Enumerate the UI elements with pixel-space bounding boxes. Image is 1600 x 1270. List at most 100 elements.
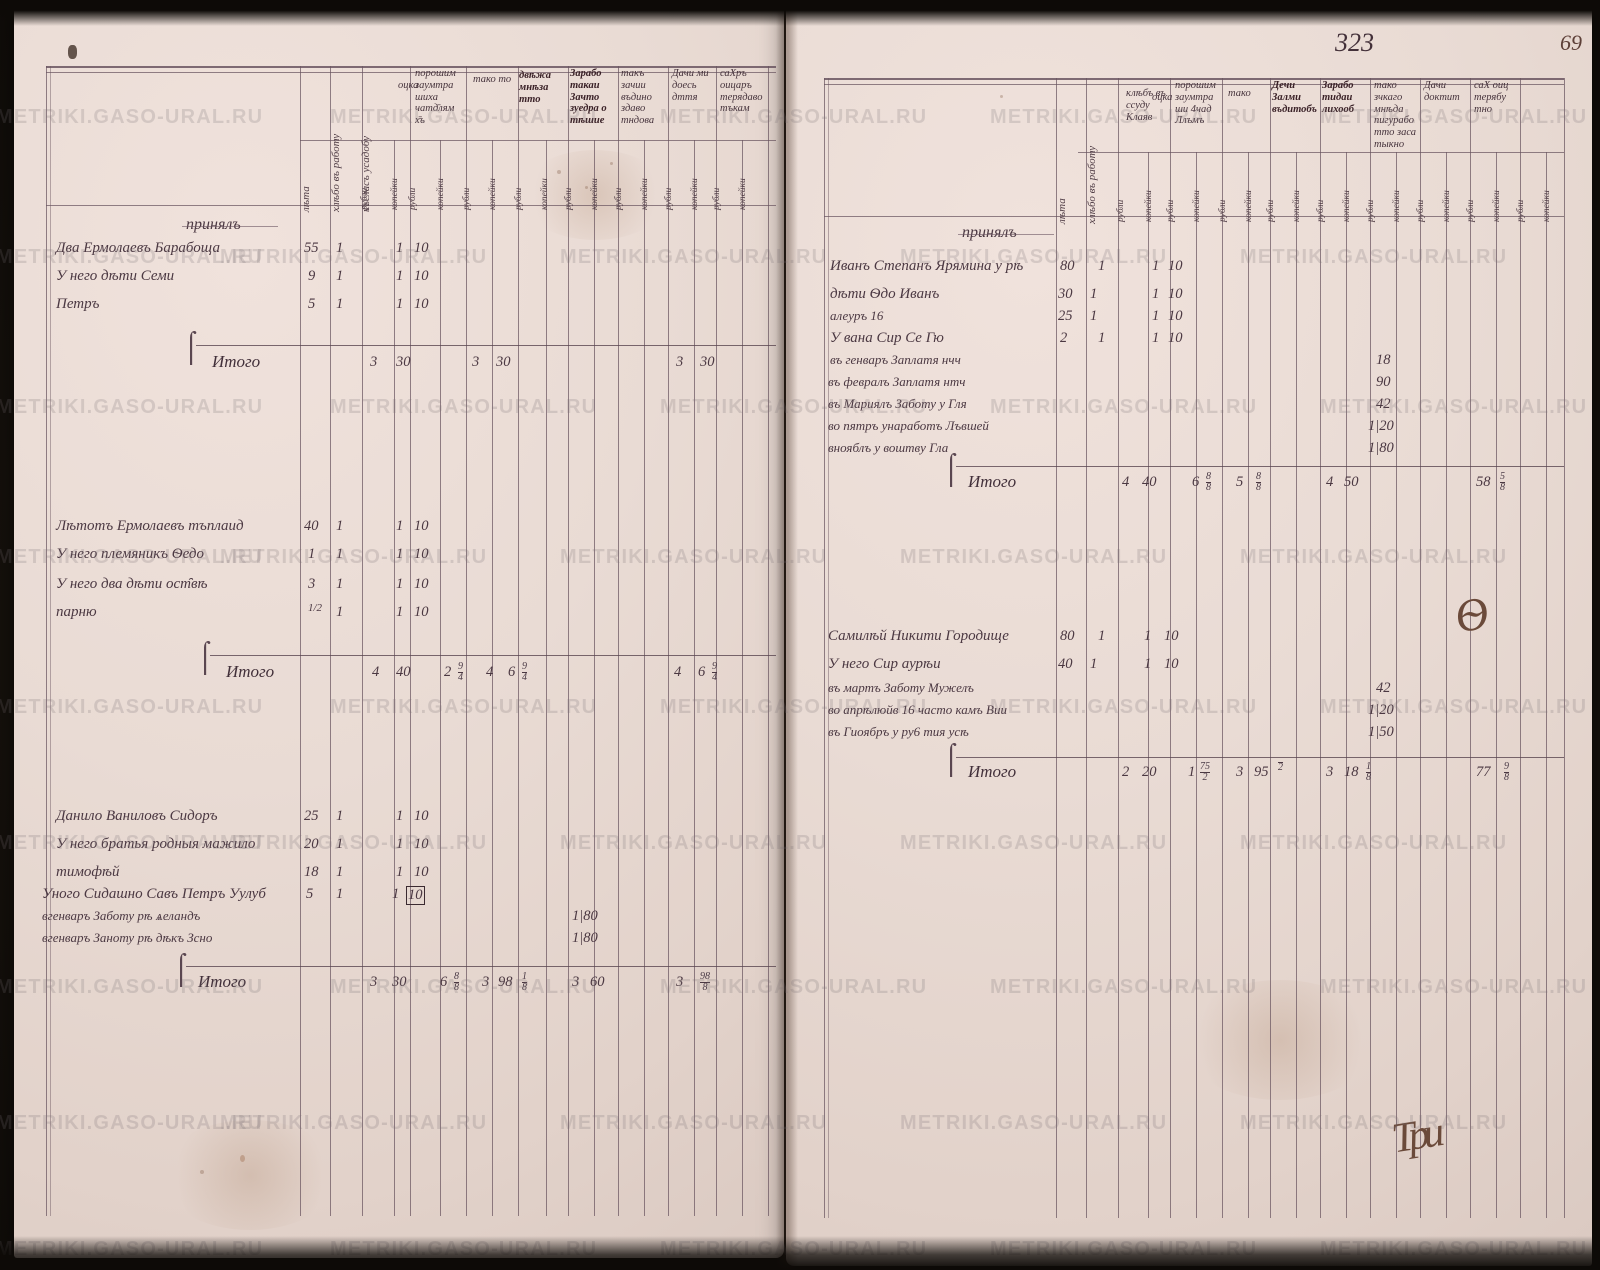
entry-name: Петръ	[56, 296, 100, 312]
subhead-kopeiki: копейки	[1292, 190, 1302, 222]
entry-age: 20	[304, 836, 319, 852]
total-last-kop: 77	[1476, 764, 1491, 780]
entry-age: 9	[308, 268, 316, 284]
entry-name: въ Мариялъ Заботу у Гля	[828, 396, 967, 411]
colhead-tako-zachii: такъ зачии въдино здаво тндова	[621, 68, 655, 126]
col-rule	[694, 140, 695, 1216]
entry-age: 1/2	[308, 602, 323, 614]
header-divider	[824, 216, 1564, 217]
subhead-rubli: рубли	[1266, 199, 1276, 222]
fraction-denominator: 8	[1256, 482, 1261, 493]
col-rule	[1446, 152, 1447, 1218]
total-rub1: 2	[1122, 764, 1130, 780]
col-rule	[518, 66, 519, 1216]
entry-c1: 1	[1090, 656, 1098, 672]
subhead-rubli: рубли	[1316, 199, 1326, 222]
entry-c3: 10	[414, 296, 429, 312]
entry-age: 55	[304, 240, 319, 256]
colhead-hleb-v-rabotu: хлѣбо въ работу	[330, 133, 342, 212]
total-last-rub: 4	[674, 664, 682, 680]
total-kop2: 98	[498, 974, 513, 990]
table-border-top	[824, 78, 1564, 80]
col-rule	[1520, 78, 1521, 1218]
colhead-tako: тако	[1228, 88, 1251, 99]
page-number: 323	[1335, 28, 1374, 57]
entry-right-value: 1|50	[1368, 724, 1394, 740]
subhead-kopeiki: копейки	[488, 178, 498, 210]
subhead-rubli: рубли	[614, 187, 624, 210]
total-label: Итого	[212, 352, 261, 371]
col-rule	[594, 140, 595, 1216]
page-edge-top	[0, 0, 1600, 26]
entry-c2: 1	[1144, 628, 1152, 644]
total-rub2: 3	[472, 354, 480, 370]
total-frac-int: 6	[1192, 474, 1200, 490]
fraction-denominator: 4	[458, 672, 463, 683]
entry-c3: 10	[414, 836, 429, 852]
subhead-rubli: рубли	[1218, 199, 1228, 222]
entry-name: вгенваръ Заноту рѣ дѣкъ Зсно	[42, 930, 213, 945]
total-rule	[186, 966, 776, 967]
total-rule	[196, 345, 776, 346]
col-rule	[1370, 78, 1371, 1218]
entry-age: 2	[1060, 330, 1068, 346]
ink-blot	[68, 45, 77, 59]
col-rule	[1222, 78, 1223, 1218]
fraction-numerator: 9	[1504, 761, 1509, 772]
col-rule	[1248, 152, 1249, 1218]
total-rub3: 3	[572, 974, 580, 990]
fraction-denominator: 8	[1366, 772, 1371, 783]
total-fraction: 75 2	[1200, 762, 1210, 783]
total-rub2: 4	[486, 664, 494, 680]
total-fraction: 2	[1278, 762, 1283, 773]
colhead-sahar: саХ оиц терябу тно	[1474, 80, 1509, 115]
table-border-left2	[828, 78, 829, 1218]
subhead-rubli: рубли	[514, 187, 524, 210]
entry-name: во апрѣлюйв 16 часто камъ Вии	[828, 702, 1007, 717]
total-kop1: 30	[396, 354, 411, 370]
col-rule	[362, 66, 363, 1216]
fraction-denominator: 8	[1500, 482, 1505, 493]
total-fraction: 9 8	[1504, 762, 1509, 783]
fraction-denominator: 8	[1504, 772, 1509, 783]
fraction-numerator: 8	[1256, 471, 1261, 482]
subhead-kopeiki: копейки	[1144, 190, 1154, 222]
entry-age: 25	[1058, 308, 1073, 324]
left-page	[14, 0, 784, 1258]
entry-name: Самилѣй Никити Городище	[828, 628, 1009, 644]
fraction-denominator: 2	[1278, 762, 1283, 773]
fraction-denominator: 2	[1200, 772, 1210, 783]
total-kop3: 18	[1344, 764, 1359, 780]
paper-speck	[585, 186, 588, 189]
subhead-rubli: рубли	[1366, 199, 1376, 222]
col-rule	[716, 66, 717, 1216]
entry-c2: 1	[396, 518, 404, 534]
fraction-numerator: 1	[522, 971, 527, 982]
paper-speck	[1000, 95, 1003, 98]
entry-right-value: 1|20	[1368, 418, 1394, 434]
total-rub1: 4	[1122, 474, 1130, 490]
subhead-kopeiki: копейки	[738, 178, 748, 210]
col-rule	[1420, 78, 1421, 1218]
subheader-divider	[300, 140, 776, 141]
table-border-top	[46, 66, 776, 68]
table-border-left	[46, 66, 47, 1216]
fraction-numerator: 5	[1500, 471, 1505, 482]
entry-c2: 1	[392, 886, 400, 902]
col-rule	[1270, 78, 1271, 1218]
entry-name: внояблъ у воштву Гла	[828, 440, 949, 455]
col-rule	[492, 140, 493, 1216]
total-fraction: 8 8	[1256, 472, 1261, 493]
total-label: Итого	[968, 762, 1017, 781]
entry-c3-boxed: 10	[406, 886, 425, 905]
entry-name: вгенваръ Заботу рѣ ѧеландъ	[42, 908, 201, 923]
entry-right-value: 1|80	[572, 908, 598, 924]
entry-age: 30	[1058, 286, 1073, 302]
col-rule	[768, 66, 769, 1216]
entry-name: У него Сир аурѣи	[828, 656, 941, 672]
colhead-poroshim: порошим заумтра шиха чатд̄лям х̄ъ	[415, 68, 456, 126]
total-label: Итого	[968, 472, 1017, 491]
entry-c2: 1	[1152, 330, 1160, 346]
right-page	[786, 0, 1592, 1266]
entry-c2: 1	[396, 576, 404, 592]
